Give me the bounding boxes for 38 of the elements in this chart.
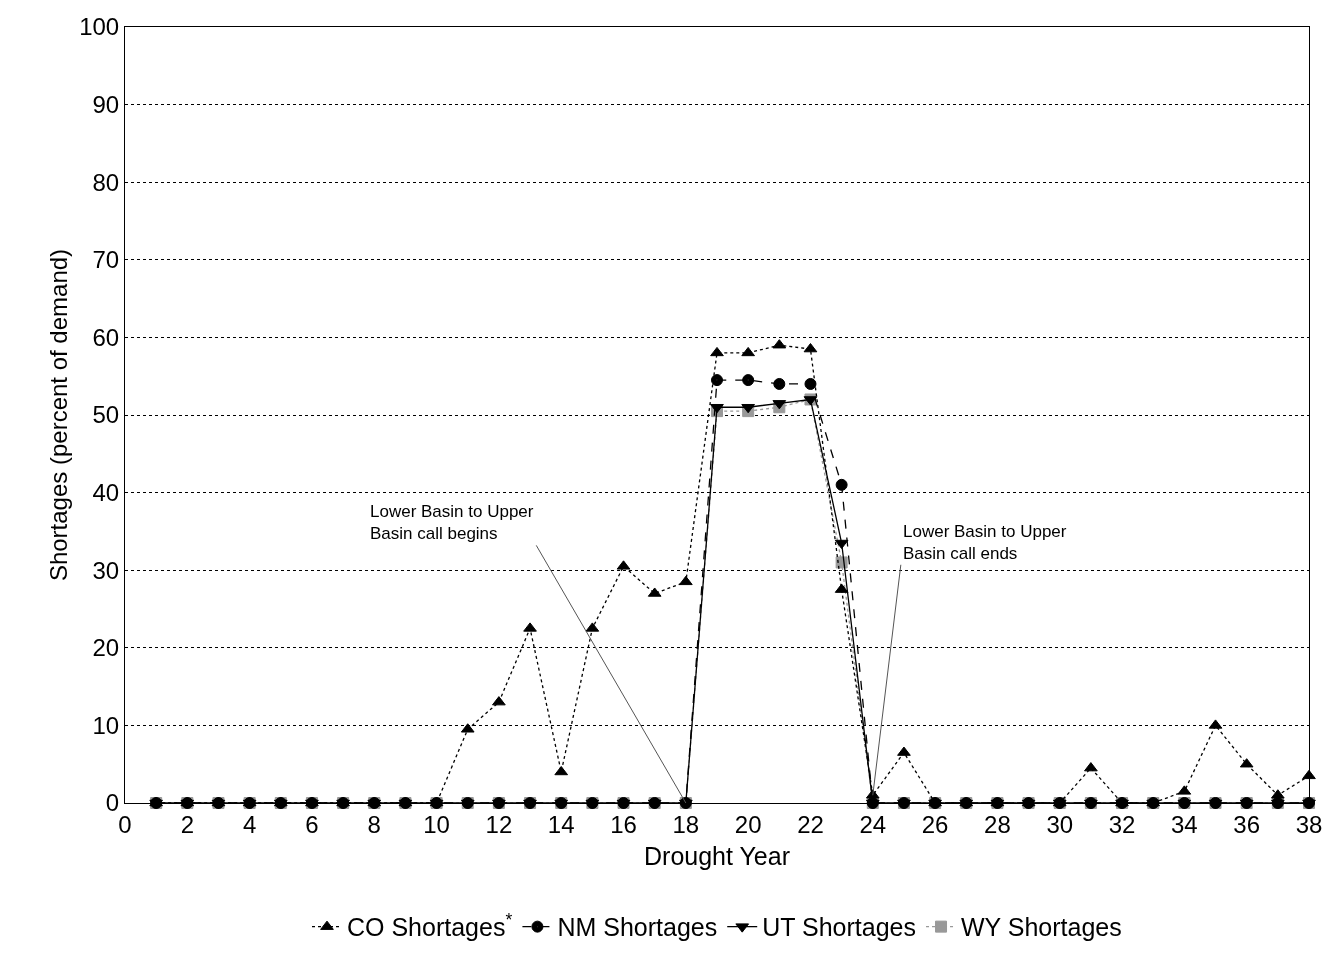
y-tick-label: 30 [92, 556, 120, 584]
y-tick-label: 70 [92, 246, 120, 274]
annotation: Lower Basin to Upper Basin call begins [370, 502, 534, 544]
y-tick-label: 0 [105, 789, 120, 817]
x-tick-label: 30 [1046, 810, 1074, 838]
x-axis-title: Drought Year [644, 841, 790, 870]
x-tick-label: 22 [797, 810, 824, 838]
x-tick-label: 24 [859, 810, 887, 838]
y-tick-label: 90 [92, 91, 120, 118]
x-tick-label: 10 [423, 810, 450, 838]
legend-label: NM Shortages [557, 913, 718, 942]
x-tick-label: 34 [1171, 810, 1198, 838]
x-tick-label: 4 [242, 810, 257, 838]
y-tick-label: 50 [92, 401, 120, 429]
x-tick-label: 18 [672, 810, 700, 838]
y-tick-label: 10 [92, 711, 120, 739]
y-tick-label: 40 [92, 479, 120, 506]
y-tick-label: 80 [92, 168, 120, 196]
legend-label: UT Shortages [762, 913, 917, 942]
x-tick-label: 12 [485, 810, 513, 838]
x-tick-label: 38 [1295, 810, 1323, 838]
x-tick-label: 28 [984, 810, 1011, 838]
x-tick-label: 6 [305, 810, 319, 838]
legend-label: WY Shortages [961, 913, 1122, 942]
y-axis-title: Shortages (percent of demand) [45, 248, 72, 582]
annotation: Lower Basin to Upper Basin call ends [903, 522, 1067, 564]
x-tick-label: 32 [1108, 810, 1136, 838]
x-tick-label: 26 [921, 810, 949, 838]
y-tick-label: 20 [92, 634, 120, 662]
x-tick-label: 20 [734, 810, 762, 838]
x-tick-label: 8 [367, 810, 381, 838]
x-tick-label: 16 [610, 810, 637, 838]
legend-label: CO Shortages$^{*}$ [347, 909, 513, 942]
x-tick-label: 36 [1233, 810, 1261, 838]
y-tick-label: 100 [79, 13, 120, 41]
x-tick-label: 14 [547, 810, 575, 838]
y-tick-label: 60 [92, 323, 120, 351]
x-tick-label: 2 [180, 810, 194, 838]
